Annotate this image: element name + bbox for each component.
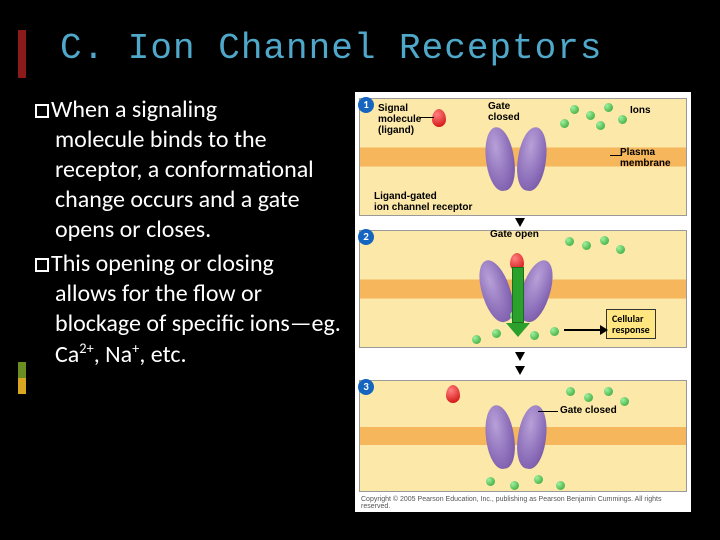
ion-icon bbox=[596, 121, 605, 130]
receptor-closed bbox=[486, 127, 546, 195]
ion-icon bbox=[510, 481, 519, 490]
ion-icon bbox=[582, 241, 591, 250]
label-receptor: Ligand-gatedion channel receptor bbox=[374, 191, 472, 213]
leader-line bbox=[564, 329, 602, 331]
ion-icon bbox=[616, 245, 625, 254]
diagram-figure: 1 Signalmolecule(ligand) Gateclosed Ions… bbox=[355, 92, 691, 512]
label-membrane: Plasmamembrane bbox=[620, 147, 671, 169]
copyright-text: Copyright © 2005 Pearson Education, Inc.… bbox=[361, 496, 691, 510]
ion-icon bbox=[604, 387, 613, 396]
ion-icon bbox=[600, 236, 609, 245]
ion-icon bbox=[472, 335, 481, 344]
ligand-away-icon bbox=[446, 385, 460, 403]
label-signal: Signalmolecule(ligand) bbox=[378, 103, 421, 136]
leader-line bbox=[610, 155, 622, 156]
ion-icon bbox=[556, 481, 565, 490]
accent-bar-olive bbox=[18, 362, 26, 378]
label-cellular-response: Cellularresponse bbox=[606, 309, 656, 339]
ion-icon bbox=[584, 393, 593, 402]
panel-number-1: 1 bbox=[358, 97, 374, 113]
slide-title: C. Ion Channel Receptors bbox=[60, 28, 602, 69]
arrow-down-icon bbox=[515, 218, 525, 227]
ion-icon bbox=[566, 387, 575, 396]
ion-icon bbox=[620, 397, 629, 406]
ion-icon bbox=[565, 237, 574, 246]
bullet-box-icon bbox=[35, 258, 49, 272]
bullet-box-icon bbox=[35, 104, 49, 118]
ligand-icon bbox=[432, 109, 446, 127]
label-gate-closed-3: Gate closed bbox=[560, 405, 617, 416]
panel-1: 1 Signalmolecule(ligand) Gateclosed Ions… bbox=[359, 98, 687, 216]
ion-icon bbox=[550, 327, 559, 336]
label-gate-closed: Gateclosed bbox=[488, 101, 520, 123]
bullet-2-cont: allows for the flow or blockage of speci… bbox=[35, 279, 345, 370]
ion-icon bbox=[604, 103, 613, 112]
receptor-closed bbox=[486, 405, 546, 473]
leader-line bbox=[538, 411, 558, 412]
accent-bar-yellow bbox=[18, 378, 26, 394]
panel-number-3: 3 bbox=[358, 379, 374, 395]
arrow-right-icon bbox=[600, 325, 608, 335]
accent-bar-red bbox=[18, 30, 26, 78]
bullet-1-text: When a signaling bbox=[51, 95, 217, 124]
ion-icon bbox=[530, 331, 539, 340]
ion-icon bbox=[486, 477, 495, 486]
flow-arrow-icon bbox=[512, 267, 524, 337]
leader-line bbox=[420, 117, 434, 118]
panel-2: 2 Gate open Cellularresponse bbox=[359, 230, 687, 348]
panel-number-2: 2 bbox=[358, 229, 374, 245]
arrow-down-icon bbox=[515, 352, 525, 361]
ion-icon bbox=[586, 111, 595, 120]
bullet-2: This opening or closing allows for the f… bbox=[35, 249, 345, 370]
ion-icon bbox=[534, 475, 543, 484]
ion-icon bbox=[570, 105, 579, 114]
arrow-down-icon bbox=[515, 366, 525, 375]
bullet-1: When a signaling molecule binds to the r… bbox=[35, 95, 345, 245]
bullet-2-text: This opening or closing bbox=[51, 249, 274, 278]
body-text: When a signaling molecule binds to the r… bbox=[35, 95, 345, 374]
ion-icon bbox=[618, 115, 627, 124]
ion-icon bbox=[492, 329, 501, 338]
bullet-1-cont: molecule binds to the receptor, a confor… bbox=[35, 125, 345, 245]
panel-3: 3 Gate closed bbox=[359, 380, 687, 492]
label-ions: Ions bbox=[630, 105, 651, 116]
ion-icon bbox=[560, 119, 569, 128]
label-gate-open: Gate open bbox=[490, 229, 539, 240]
